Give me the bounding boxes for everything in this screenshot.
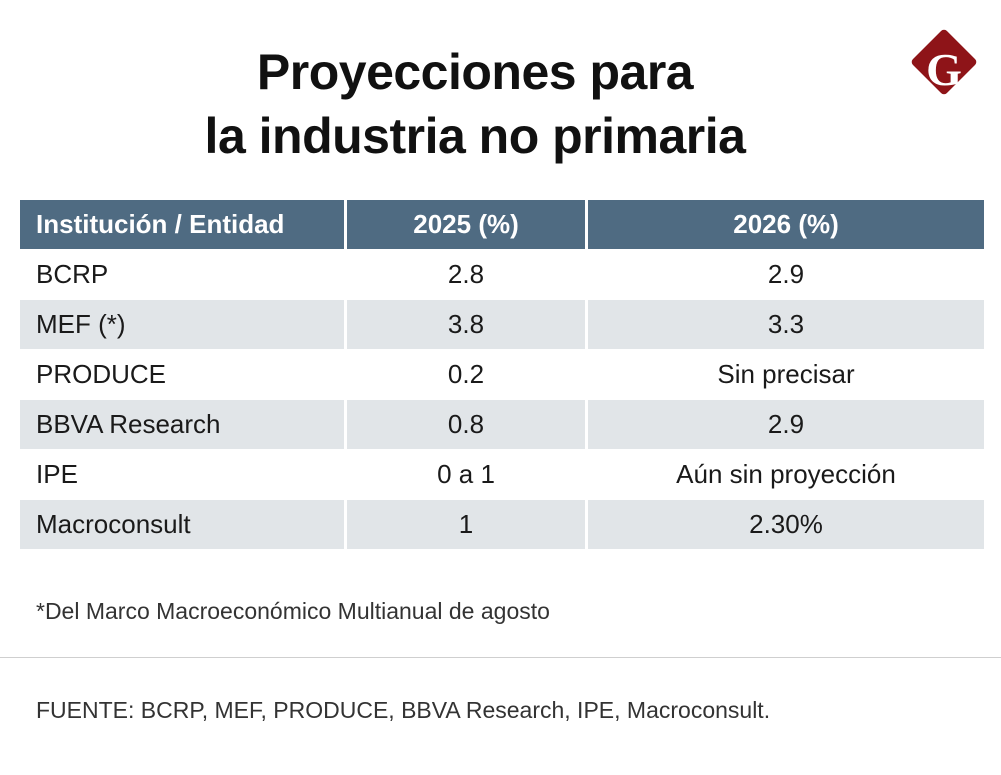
table-row: Macroconsult 1 2.30%: [20, 500, 984, 550]
cell-2026: Sin precisar: [717, 359, 855, 389]
cell-institution: Macroconsult: [20, 500, 344, 549]
cell-institution: MEF (*): [20, 300, 344, 349]
divider: [0, 657, 1001, 658]
cell-institution: PRODUCE: [36, 359, 167, 389]
source-note: FUENTE: BCRP, MEF, PRODUCE, BBVA Researc…: [36, 697, 771, 723]
cell-2025: 0 a 1: [437, 459, 495, 489]
projections-table: Institución / Entidad 2025 (%) 2026 (%) …: [20, 200, 984, 550]
table-header: Institución / Entidad 2025 (%) 2026 (%): [20, 200, 984, 250]
cell-2025: 3.8: [347, 300, 585, 349]
logo-letter: G: [926, 44, 962, 95]
cell-2026: 2.30%: [588, 500, 984, 549]
cell-2025: 1: [347, 500, 585, 549]
table-row: IPE 0 a 1 Aún sin proyección: [20, 450, 984, 500]
cell-2026: 2.9: [767, 259, 805, 289]
footnote: *Del Marco Macroeconómico Multianual de …: [36, 598, 550, 624]
title-line-2: la industria no primaria: [204, 108, 746, 164]
table-row: BCRP 2.8 2.9: [20, 250, 984, 300]
cell-2025: 0.2: [447, 359, 485, 389]
cell-2026: 3.3: [588, 300, 984, 349]
cell-institution: BBVA Research: [20, 400, 344, 449]
header-institution: Institución / Entidad: [20, 200, 344, 249]
page-title: Proyecciones para la industria no primar…: [0, 40, 950, 168]
cell-2025: 0.8: [347, 400, 585, 449]
table-row: MEF (*) 3.8 3.3: [20, 300, 984, 350]
table-row: PRODUCE 0.2 Sin precisar: [20, 350, 984, 400]
cell-institution: IPE: [36, 459, 78, 489]
header-2025: 2025 (%): [347, 200, 585, 249]
cell-2025: 2.8: [447, 259, 485, 289]
title-line-1: Proyecciones para: [256, 44, 694, 100]
cell-institution: BCRP: [36, 259, 109, 289]
header-2026: 2026 (%): [588, 200, 984, 249]
cell-2026: Aún sin proyección: [676, 459, 896, 489]
cell-2026: 2.9: [588, 400, 984, 449]
table-row: BBVA Research 0.8 2.9: [20, 400, 984, 450]
